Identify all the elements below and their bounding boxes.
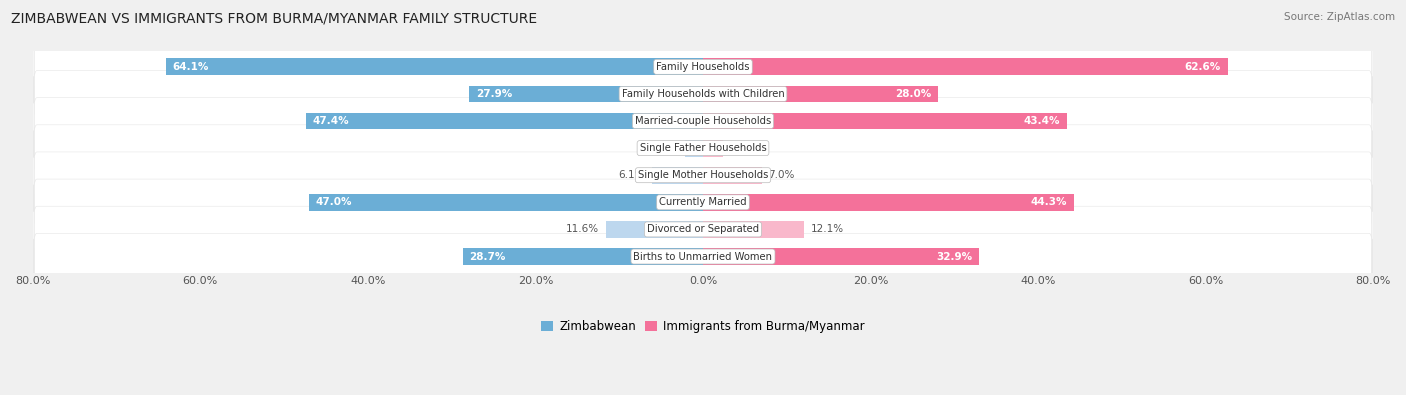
Bar	[703, 248, 979, 265]
Bar	[703, 140, 723, 156]
Text: 44.3%: 44.3%	[1031, 198, 1067, 207]
Text: 28.7%: 28.7%	[470, 252, 506, 261]
Bar	[703, 85, 938, 102]
Text: 27.9%: 27.9%	[477, 89, 512, 99]
Bar	[703, 58, 1227, 75]
Text: 7.0%: 7.0%	[768, 170, 794, 180]
Text: 11.6%: 11.6%	[567, 224, 599, 234]
FancyBboxPatch shape	[32, 212, 1374, 247]
Text: Single Father Households: Single Father Households	[640, 143, 766, 153]
Text: 6.1%: 6.1%	[619, 170, 645, 180]
Text: 47.0%: 47.0%	[316, 198, 353, 207]
FancyBboxPatch shape	[34, 98, 1372, 144]
Bar	[703, 167, 762, 184]
FancyBboxPatch shape	[32, 103, 1374, 139]
FancyBboxPatch shape	[32, 239, 1374, 274]
FancyBboxPatch shape	[34, 71, 1372, 117]
Bar	[703, 221, 804, 238]
FancyBboxPatch shape	[32, 158, 1374, 193]
Text: Family Households with Children: Family Households with Children	[621, 89, 785, 99]
Text: 62.6%: 62.6%	[1185, 62, 1220, 72]
Text: Single Mother Households: Single Mother Households	[638, 170, 768, 180]
FancyBboxPatch shape	[32, 130, 1374, 166]
Text: Births to Unmarried Women: Births to Unmarried Women	[634, 252, 772, 261]
Bar	[463, 248, 703, 265]
FancyBboxPatch shape	[34, 206, 1372, 253]
Text: 32.9%: 32.9%	[936, 252, 972, 261]
Text: Currently Married: Currently Married	[659, 198, 747, 207]
Bar	[685, 140, 703, 156]
Text: 12.1%: 12.1%	[811, 224, 844, 234]
Text: Married-couple Households: Married-couple Households	[636, 116, 770, 126]
Text: 2.4%: 2.4%	[730, 143, 756, 153]
Legend: Zimbabwean, Immigrants from Burma/Myanmar: Zimbabwean, Immigrants from Burma/Myanma…	[537, 316, 869, 338]
FancyBboxPatch shape	[34, 43, 1372, 90]
Bar	[309, 194, 703, 211]
Text: ZIMBABWEAN VS IMMIGRANTS FROM BURMA/MYANMAR FAMILY STRUCTURE: ZIMBABWEAN VS IMMIGRANTS FROM BURMA/MYAN…	[11, 12, 537, 26]
Text: 28.0%: 28.0%	[894, 89, 931, 99]
Bar	[470, 85, 703, 102]
FancyBboxPatch shape	[34, 152, 1372, 198]
Text: Divorced or Separated: Divorced or Separated	[647, 224, 759, 234]
Bar	[703, 194, 1074, 211]
Text: 47.4%: 47.4%	[312, 116, 349, 126]
Text: 2.2%: 2.2%	[651, 143, 678, 153]
Bar	[652, 167, 703, 184]
Bar	[606, 221, 703, 238]
Bar	[703, 113, 1067, 130]
Text: 64.1%: 64.1%	[173, 62, 209, 72]
FancyBboxPatch shape	[32, 185, 1374, 220]
FancyBboxPatch shape	[34, 233, 1372, 280]
FancyBboxPatch shape	[32, 49, 1374, 85]
FancyBboxPatch shape	[34, 125, 1372, 171]
Bar	[166, 58, 703, 75]
FancyBboxPatch shape	[32, 76, 1374, 111]
FancyBboxPatch shape	[34, 179, 1372, 226]
Text: Family Households: Family Households	[657, 62, 749, 72]
Bar	[307, 113, 703, 130]
Text: 43.4%: 43.4%	[1024, 116, 1060, 126]
Text: Source: ZipAtlas.com: Source: ZipAtlas.com	[1284, 12, 1395, 22]
